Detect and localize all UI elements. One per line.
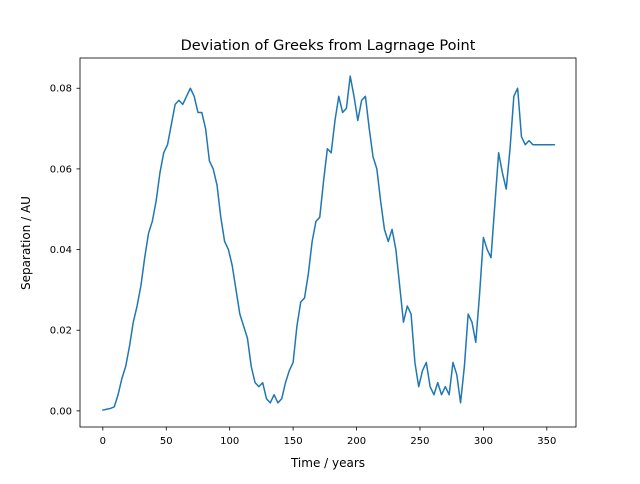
x-tick-label: 100 [220, 436, 239, 447]
x-tick-label: 0 [100, 436, 106, 447]
x-tick-label: 250 [410, 436, 429, 447]
x-tick-label: 200 [347, 436, 366, 447]
series-line-0 [102, 75, 556, 411]
y-tick-label: 0.02 [50, 326, 72, 337]
plot-area [102, 75, 556, 411]
y-axis-label: Separation / AU [19, 196, 33, 290]
x-tick-label: 150 [284, 436, 303, 447]
y-tick-label: 0.06 [50, 164, 72, 175]
x-tick-label: 300 [474, 436, 493, 447]
x-axis-label: Time / years [290, 456, 365, 470]
y-tick-label: 0.04 [50, 245, 72, 256]
y-tick-label: 0.08 [50, 84, 72, 95]
x-tick-label: 50 [160, 436, 173, 447]
axes: 0 50 100 150 200 250 300 350 0.00 0.02 0.04 0.06 0.0… [50, 57, 577, 447]
x-tick-label: 350 [537, 436, 556, 447]
axes-frame [79, 57, 577, 428]
chart-title: Deviation of Greeks from Lagrnage Point [181, 38, 476, 54]
y-tick-label: 0.00 [50, 406, 72, 417]
